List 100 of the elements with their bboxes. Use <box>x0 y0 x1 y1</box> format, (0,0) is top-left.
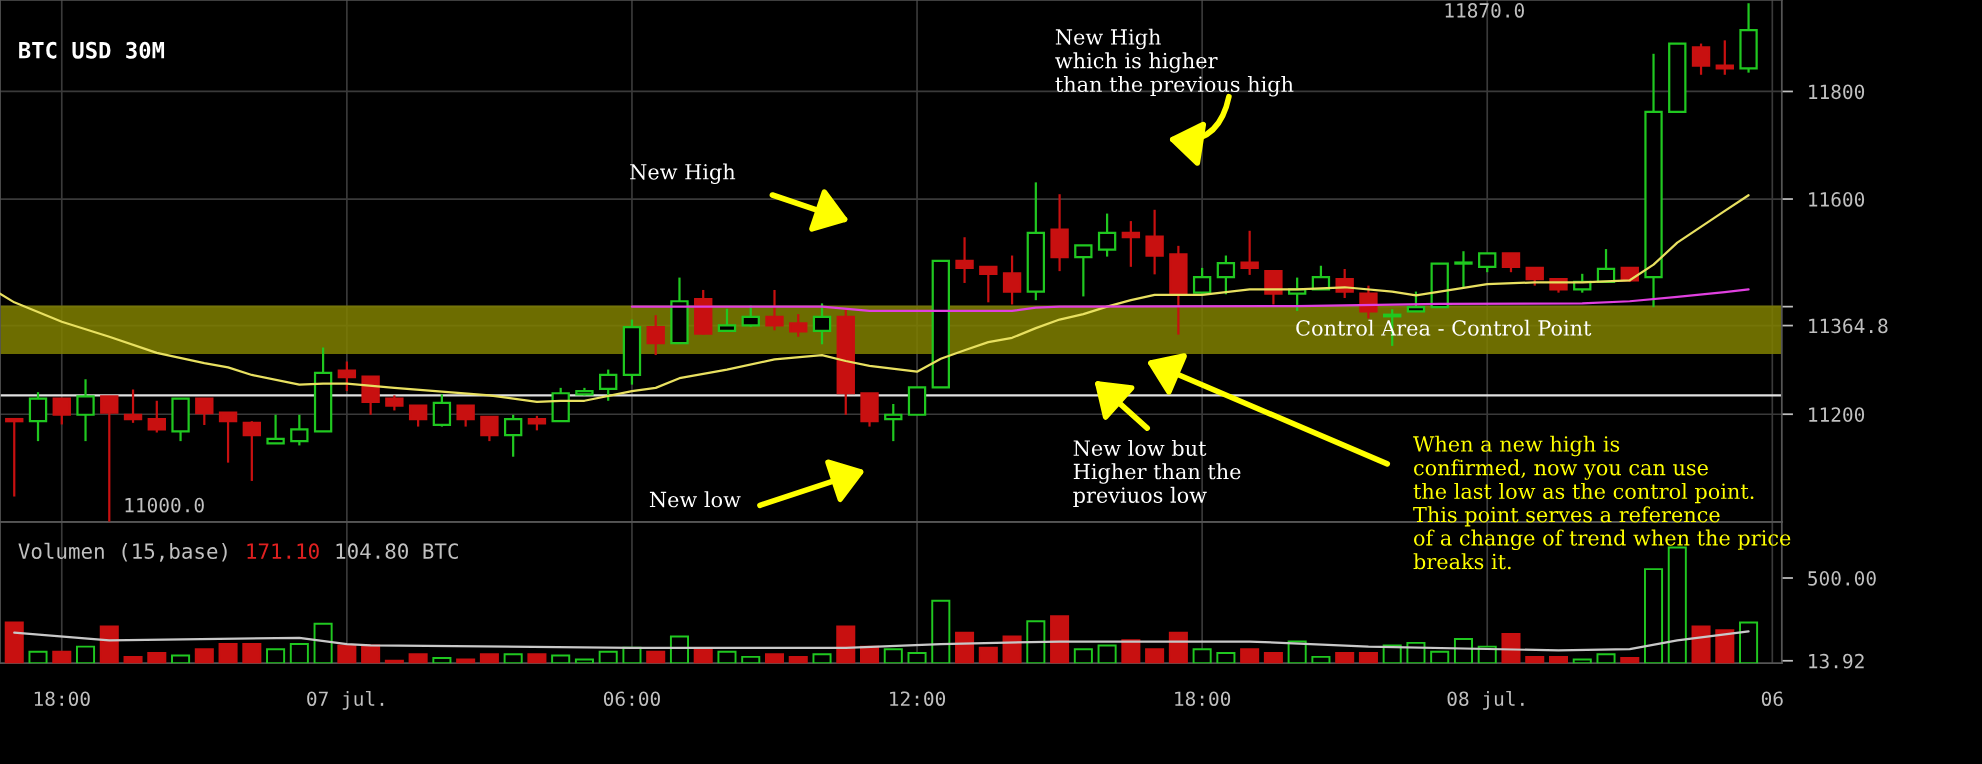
candlestick <box>1121 219 1141 268</box>
candlestick <box>979 265 998 304</box>
bar <box>52 650 72 664</box>
bar <box>218 643 238 664</box>
bar <box>1358 651 1378 664</box>
candlestick <box>100 395 119 522</box>
candlestick <box>290 413 309 447</box>
bar <box>1050 615 1070 664</box>
bar <box>1240 648 1260 664</box>
candlestick <box>503 413 523 458</box>
bar <box>313 622 333 664</box>
bar <box>1715 629 1735 664</box>
bar <box>242 643 262 664</box>
candlestick <box>717 307 737 332</box>
annotation: 11870.0 <box>1445 3 1524 18</box>
bar <box>479 653 499 664</box>
bar <box>1691 625 1711 664</box>
bar <box>432 657 452 664</box>
bar <box>1026 620 1046 664</box>
annotation: 104.80 BTC <box>336 543 458 560</box>
bar <box>1335 651 1355 664</box>
candlestick <box>52 397 71 426</box>
annotation: New low but Higher than the previuos low <box>1073 439 1241 507</box>
bar <box>194 648 214 664</box>
y-tick-label: 11200 <box>1809 407 1865 422</box>
candlestick <box>76 378 95 443</box>
bar <box>266 648 286 664</box>
bar <box>456 658 476 664</box>
annotation: New low <box>649 491 741 508</box>
bar <box>1430 650 1450 664</box>
bar <box>1073 648 1093 664</box>
candlestick <box>242 420 262 483</box>
candlestick <box>599 368 618 402</box>
bar <box>551 654 571 664</box>
bar <box>123 655 143 664</box>
y-tick-label: 11800 <box>1809 84 1865 100</box>
bar <box>717 650 737 664</box>
candlestick <box>1074 244 1093 298</box>
bar <box>171 654 191 664</box>
bar <box>812 653 832 664</box>
bar <box>28 650 48 664</box>
y-tick-label: 11600 <box>1809 192 1865 207</box>
candlestick <box>646 314 665 357</box>
candlestick <box>5 417 24 498</box>
bar <box>337 644 357 664</box>
candlestick <box>812 302 832 346</box>
bar <box>788 655 808 664</box>
x-tick-label: 12:00 <box>890 691 946 707</box>
candlestick <box>789 313 808 338</box>
y-tick-label: 500.00 <box>1808 571 1876 586</box>
x-tick-label: 18:00 <box>1175 691 1231 707</box>
candlestick <box>1359 284 1378 320</box>
bar <box>883 648 903 664</box>
bar <box>1667 546 1687 664</box>
bar <box>598 650 618 664</box>
bar <box>76 645 96 664</box>
x-tick-label: 06 <box>1761 691 1783 707</box>
bar <box>408 653 428 664</box>
candlestick <box>1501 252 1521 274</box>
bar <box>836 625 856 664</box>
bar <box>574 658 594 664</box>
bar <box>1192 648 1212 664</box>
bar <box>978 646 998 664</box>
candlestick <box>1192 266 1212 295</box>
candlestick <box>123 388 143 424</box>
candlestick <box>1240 229 1259 276</box>
bar <box>1572 658 1592 664</box>
y-tick-label: 11364.8 <box>1809 318 1888 334</box>
bar <box>1739 621 1759 664</box>
bar <box>1620 657 1640 664</box>
y-tick-label: 13.92 <box>1809 653 1864 669</box>
candlestick <box>337 360 357 393</box>
candlestick <box>1097 212 1117 258</box>
bar <box>1548 655 1569 664</box>
candlestick <box>432 393 452 428</box>
bar <box>1216 651 1236 664</box>
x-tick-label: 18:00 <box>34 691 90 707</box>
candlestick <box>1216 254 1236 296</box>
text: Volumen (15,base) <box>18 542 227 562</box>
bar <box>503 653 523 664</box>
candlestick <box>1478 252 1497 274</box>
candlestick <box>884 402 903 443</box>
bar <box>931 599 951 664</box>
bar <box>1097 644 1117 664</box>
bar <box>99 625 119 664</box>
annotation: When a new high is confirmed, now you can use the last low as the control point. This point serves a reference of a change of trend when the price breaks it. <box>1413 435 1791 570</box>
candlestick <box>480 415 499 443</box>
annotation: 171.10 <box>247 543 319 560</box>
candlestick <box>408 404 428 428</box>
candlestick <box>1002 254 1022 306</box>
bar <box>669 635 689 664</box>
band-label: Control Area - Control Point <box>1296 319 1592 336</box>
bar <box>764 653 785 664</box>
candlestick <box>218 411 238 464</box>
bar <box>1644 568 1664 664</box>
bar <box>1263 651 1283 664</box>
candlestick <box>147 399 166 434</box>
x-tick-label: 08 jul. <box>1447 690 1524 710</box>
bar <box>646 650 666 664</box>
text: BTC USD 30M <box>19 41 165 59</box>
